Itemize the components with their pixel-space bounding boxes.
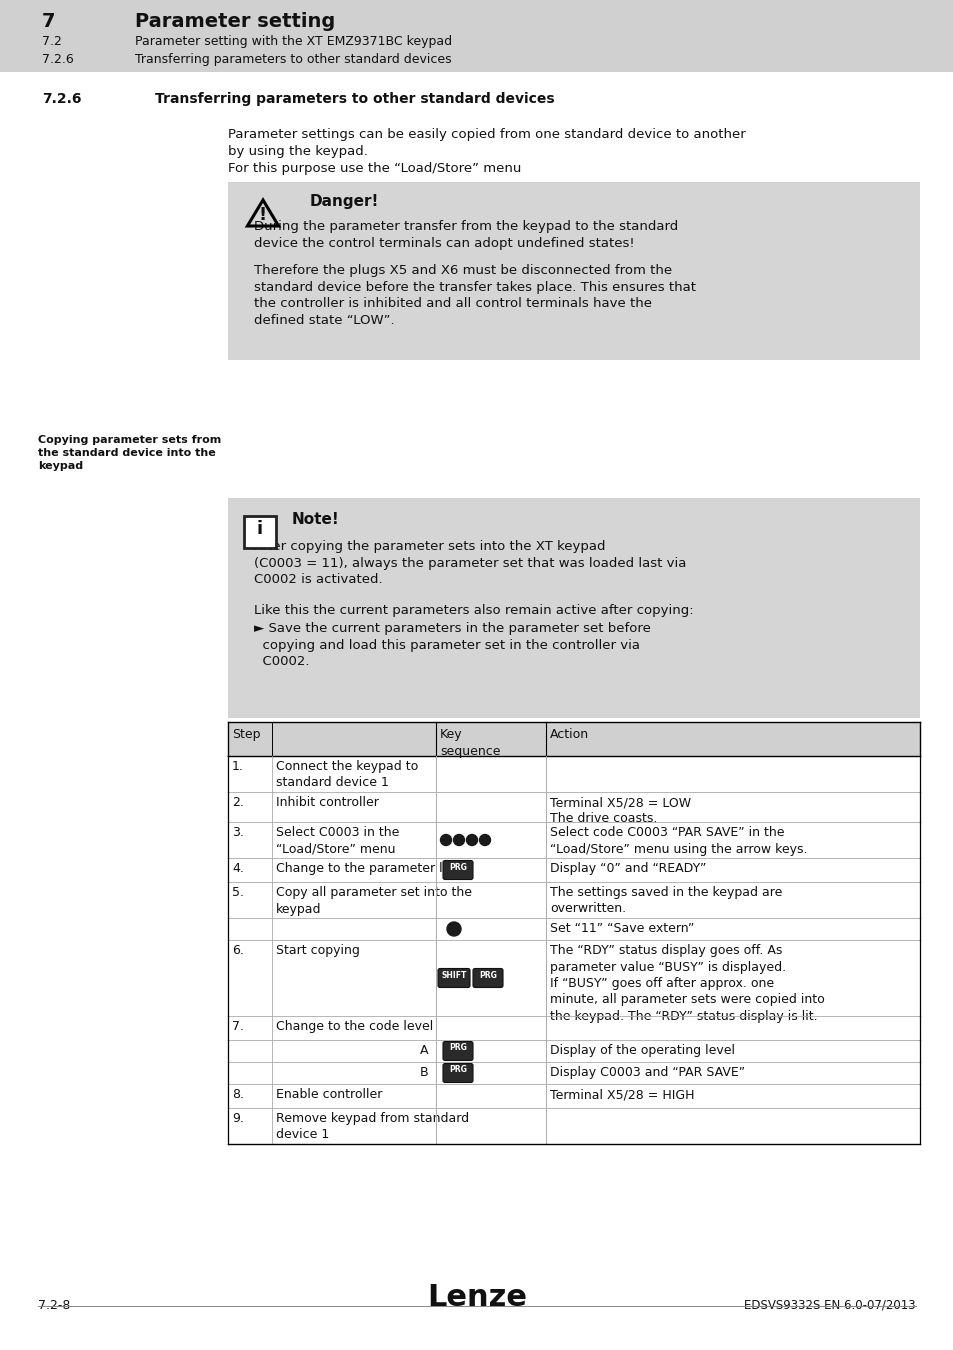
Circle shape <box>453 834 464 845</box>
Text: PRG: PRG <box>449 1044 466 1053</box>
FancyBboxPatch shape <box>228 1084 919 1108</box>
Text: 9.: 9. <box>232 1112 244 1125</box>
Text: Remove keypad from standard
device 1: Remove keypad from standard device 1 <box>275 1112 469 1142</box>
Text: Inhibit controller: Inhibit controller <box>275 796 378 809</box>
Text: PRG: PRG <box>449 863 466 872</box>
Text: Transferring parameters to other standard devices: Transferring parameters to other standar… <box>154 92 554 107</box>
Text: For this purpose use the “Load/Store” menu: For this purpose use the “Load/Store” me… <box>228 162 521 176</box>
Text: Transferring parameters to other standard devices: Transferring parameters to other standar… <box>135 53 451 66</box>
FancyBboxPatch shape <box>228 1017 919 1040</box>
Text: PRG: PRG <box>478 971 497 980</box>
Text: After copying the parameter sets into the XT keypad
(C0003 = 11), always the par: After copying the parameter sets into th… <box>253 540 685 586</box>
Circle shape <box>479 834 490 845</box>
Text: 7.2-8: 7.2-8 <box>38 1299 71 1312</box>
FancyBboxPatch shape <box>228 792 919 822</box>
Text: B: B <box>419 1066 428 1079</box>
Text: 7.2: 7.2 <box>42 35 62 49</box>
FancyBboxPatch shape <box>228 822 919 859</box>
FancyBboxPatch shape <box>228 182 919 360</box>
Text: Display C0003 and “PAR SAVE”: Display C0003 and “PAR SAVE” <box>550 1066 744 1079</box>
FancyBboxPatch shape <box>228 1040 919 1062</box>
Text: Therefore the plugs X5 and X6 must be disconnected from the
standard device befo: Therefore the plugs X5 and X6 must be di… <box>253 265 696 327</box>
Text: SHIFT: SHIFT <box>441 971 466 980</box>
Text: 7.2.6: 7.2.6 <box>42 53 73 66</box>
Text: Select C0003 in the
“Load/Store” menu: Select C0003 in the “Load/Store” menu <box>275 826 399 856</box>
FancyBboxPatch shape <box>442 860 473 879</box>
Text: Connect the keypad to
standard device 1: Connect the keypad to standard device 1 <box>275 760 417 790</box>
Text: 1.: 1. <box>232 760 244 774</box>
Text: 7: 7 <box>42 12 55 31</box>
Text: Copy all parameter set into the
keypad: Copy all parameter set into the keypad <box>275 886 472 915</box>
Circle shape <box>440 834 451 845</box>
FancyBboxPatch shape <box>228 756 919 792</box>
Text: Step: Step <box>232 728 260 741</box>
FancyBboxPatch shape <box>442 1064 473 1083</box>
FancyBboxPatch shape <box>473 968 502 987</box>
FancyBboxPatch shape <box>0 0 953 72</box>
Text: PRG: PRG <box>449 1065 466 1075</box>
Text: Display of the operating level: Display of the operating level <box>550 1044 734 1057</box>
Text: 7.: 7. <box>232 1021 244 1033</box>
Text: ► Save the current parameters in the parameter set before
  copying and load thi: ► Save the current parameters in the par… <box>253 622 650 668</box>
Text: 5.: 5. <box>232 886 244 899</box>
FancyBboxPatch shape <box>244 516 275 548</box>
Text: Copying parameter sets from
the standard device into the
keypad: Copying parameter sets from the standard… <box>38 435 221 471</box>
Text: 6.: 6. <box>232 944 244 957</box>
Text: EDSVS9332S EN 6.0-07/2013: EDSVS9332S EN 6.0-07/2013 <box>743 1299 915 1312</box>
Text: !: ! <box>258 207 267 224</box>
Circle shape <box>466 834 477 845</box>
Text: Like this the current parameters also remain active after copying:: Like this the current parameters also re… <box>253 603 693 617</box>
Text: Set “11” “Save extern”: Set “11” “Save extern” <box>550 922 694 936</box>
Circle shape <box>447 922 460 936</box>
FancyBboxPatch shape <box>228 918 919 940</box>
Text: Change to the code level: Change to the code level <box>275 1021 433 1033</box>
FancyBboxPatch shape <box>437 968 470 987</box>
Text: Note!: Note! <box>292 512 339 526</box>
Text: Lenze: Lenze <box>427 1282 526 1312</box>
FancyBboxPatch shape <box>228 498 919 718</box>
Text: i: i <box>256 520 263 539</box>
FancyBboxPatch shape <box>442 1041 473 1061</box>
Text: Terminal X5/28 = LOW
The drive coasts.: Terminal X5/28 = LOW The drive coasts. <box>550 796 690 825</box>
Text: 3.: 3. <box>232 826 244 838</box>
Text: Parameter setting: Parameter setting <box>135 12 335 31</box>
Text: Change to the parameter level: Change to the parameter level <box>275 863 469 875</box>
Text: Key
sequence: Key sequence <box>439 728 500 757</box>
Text: 4.: 4. <box>232 863 244 875</box>
Text: 8.: 8. <box>232 1088 244 1102</box>
Text: A: A <box>419 1044 428 1057</box>
FancyBboxPatch shape <box>228 940 919 1017</box>
Text: The settings saved in the keypad are
overwritten.: The settings saved in the keypad are ove… <box>550 886 781 915</box>
Text: Danger!: Danger! <box>310 194 379 209</box>
Text: Start copying: Start copying <box>275 944 359 957</box>
Text: 7.2.6: 7.2.6 <box>42 92 81 107</box>
Text: Terminal X5/28 = HIGH: Terminal X5/28 = HIGH <box>550 1088 694 1102</box>
Text: Action: Action <box>550 728 589 741</box>
FancyBboxPatch shape <box>228 722 919 756</box>
Text: Parameter setting with the XT EMZ9371BC keypad: Parameter setting with the XT EMZ9371BC … <box>135 35 452 49</box>
Text: Parameter settings can be easily copied from one standard device to another
by u: Parameter settings can be easily copied … <box>228 128 745 158</box>
Text: Select code C0003 “PAR SAVE” in the
“Load/Store” menu using the arrow keys.: Select code C0003 “PAR SAVE” in the “Loa… <box>550 826 806 856</box>
Text: Display “0” and “READY”: Display “0” and “READY” <box>550 863 705 875</box>
Text: 2.: 2. <box>232 796 244 809</box>
Text: During the parameter transfer from the keypad to the standard
device the control: During the parameter transfer from the k… <box>253 220 678 250</box>
Text: Enable controller: Enable controller <box>275 1088 382 1102</box>
Text: The “RDY” status display goes off. As
parameter value “BUSY” is displayed.
If “B: The “RDY” status display goes off. As pa… <box>550 944 824 1023</box>
FancyBboxPatch shape <box>228 882 919 918</box>
FancyBboxPatch shape <box>228 859 919 882</box>
FancyBboxPatch shape <box>228 1108 919 1143</box>
FancyBboxPatch shape <box>228 1062 919 1084</box>
